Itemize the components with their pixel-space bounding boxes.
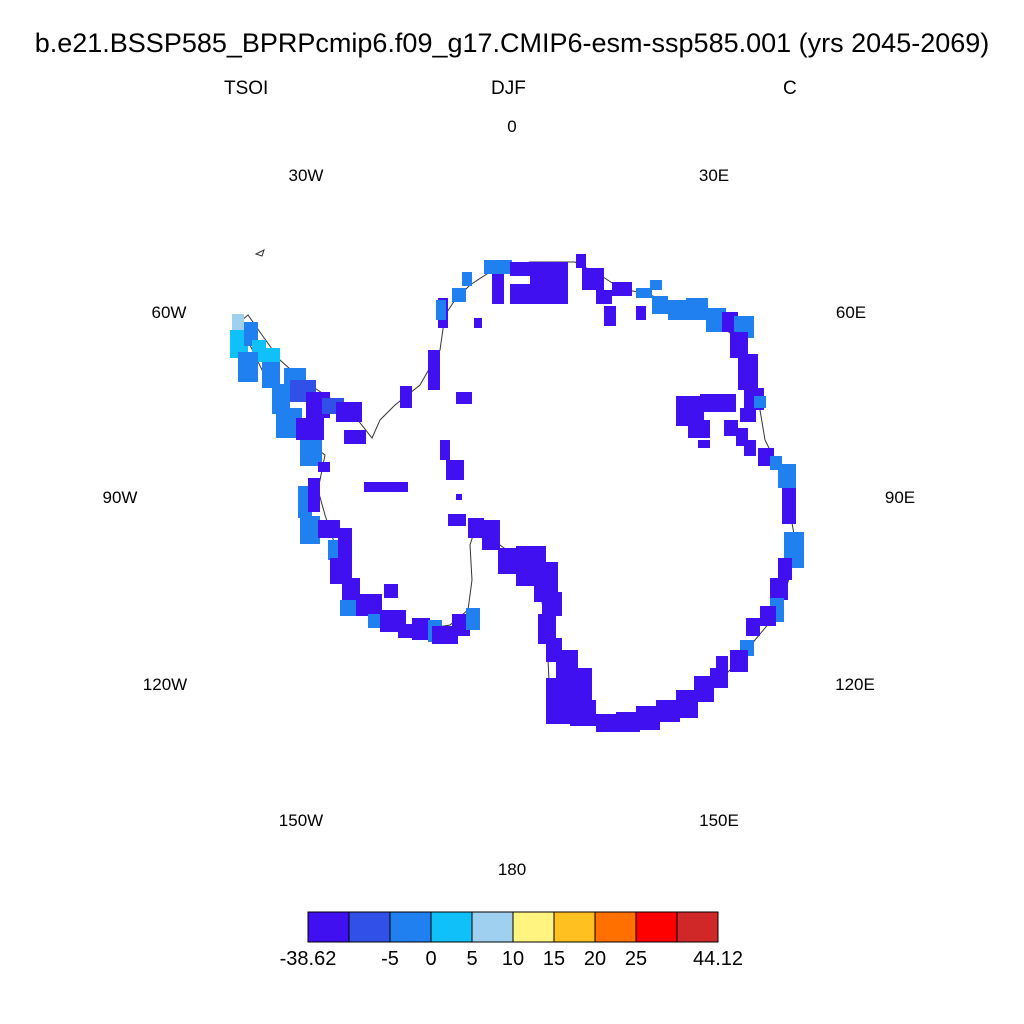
lon-label-30w: 30W [288, 166, 324, 185]
lon-label-60e: 60E [835, 303, 867, 322]
colorbar-box-10 [676, 911, 719, 943]
lon-label-180: 180 [497, 860, 527, 879]
colorbar-label-7: 20 [583, 948, 607, 970]
colorbar-box-5 [471, 911, 514, 943]
colorbar-label-3: 0 [425, 948, 437, 970]
plot-title: b.e21.BSSP585_BPRPcmip6.f09_g17.CMIP6-es… [34, 28, 990, 58]
lon-label-150w: 150W [278, 811, 324, 830]
colorbar-label-9: 44.12 [692, 948, 744, 970]
colorbar-label-8: 25 [624, 948, 648, 970]
colorbar-box-9 [635, 911, 678, 943]
colorbar-box-7 [553, 911, 596, 943]
colorbar-box-3 [389, 911, 432, 943]
lon-label-60w: 60W [151, 303, 187, 322]
colorbar-box-6 [512, 911, 555, 943]
colorbar-label-6: 15 [542, 948, 566, 970]
colorbar-box-4 [430, 911, 473, 943]
variable-label: TSOI [224, 78, 269, 99]
colorbar-box-1 [307, 911, 350, 943]
lon-label-150e: 150E [699, 811, 739, 830]
lon-label-120e: 120E [835, 675, 875, 694]
lon-label-90w: 90W [102, 488, 138, 507]
colorbar-label-2: -5 [381, 948, 399, 970]
units-label: C [783, 78, 797, 99]
colorbar-label-4: 5 [466, 948, 478, 970]
colorbar-box-2 [348, 911, 391, 943]
lon-label-0: 0 [507, 117, 517, 136]
coastline-island [254, 249, 265, 257]
colorbar-label-5: 10 [501, 948, 525, 970]
temperature-cells [230, 254, 804, 732]
lon-label-90e: 90E [884, 488, 916, 507]
lon-label-30e: 30E [698, 166, 730, 185]
season-label: DJF [491, 78, 526, 99]
colorbar-label-1: -38.62 [279, 948, 337, 970]
colorbar-box-8 [594, 911, 637, 943]
lon-label-120w: 120W [142, 675, 188, 694]
